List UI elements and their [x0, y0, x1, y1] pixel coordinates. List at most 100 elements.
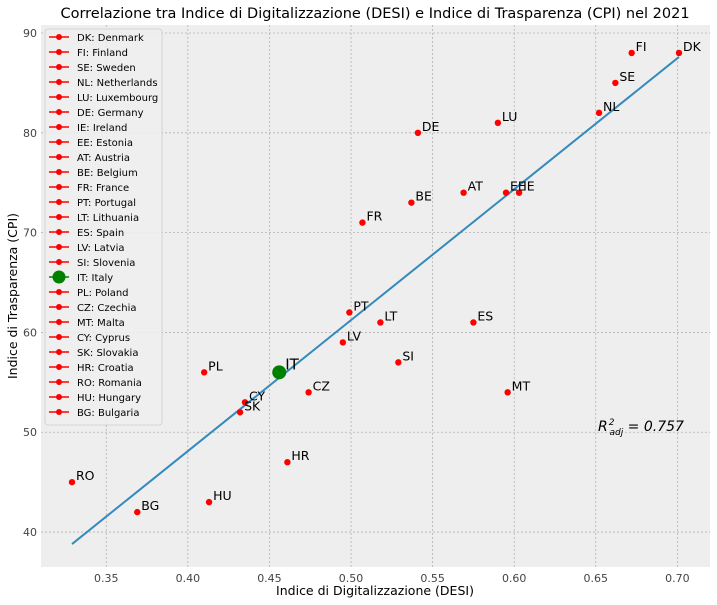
legend-marker: [56, 364, 62, 370]
point-label-ee: EE: [510, 179, 526, 194]
point-label-se: SE: [619, 69, 635, 84]
point-ee: [502, 189, 510, 196]
y-axis-label: Indice di Trasparenza (CPI): [5, 213, 20, 379]
legend-marker: [56, 94, 62, 100]
grid: [41, 25, 710, 567]
x-tick-label: 0.35: [94, 572, 119, 585]
point-mt: [504, 389, 511, 396]
legend-label: SE: Sweden: [77, 63, 136, 74]
point-label-pt: PT: [353, 298, 369, 313]
legend-marker: [56, 334, 62, 340]
legend-label: IE: Ireland: [77, 123, 127, 134]
point-label-at: AT: [468, 179, 484, 194]
regression-layer: [71, 56, 680, 545]
y-tick-label: 60: [23, 326, 37, 339]
legend-marker: [56, 349, 62, 355]
legend-label: DK: Denmark: [77, 33, 144, 44]
legend-label: ES: Spain: [77, 228, 124, 239]
legend-label: SK: Slovakia: [77, 348, 138, 359]
legend-marker: [56, 184, 62, 190]
x-tick-label: 0.50: [339, 572, 364, 585]
legend-label: LU: Luxembourg: [77, 93, 158, 104]
legend-marker: [56, 199, 62, 205]
point-de: [414, 129, 422, 137]
legend-marker: [56, 229, 62, 235]
point-label-cz: CZ: [313, 378, 330, 393]
legend-label: BG: Bulgaria: [77, 408, 139, 419]
legend-label: SI: Slovenia: [77, 258, 135, 269]
legend-label: PL: Poland: [77, 288, 129, 299]
point-sk: [236, 409, 244, 416]
point-es: [470, 319, 477, 326]
point-label-hr: HR: [291, 448, 309, 463]
point-label-fr: FR: [366, 209, 382, 224]
point-nl: [595, 109, 603, 117]
legend-label: DE: Germany: [77, 108, 144, 119]
x-axis-ticks: 0.35 0.40 0.45 0.50 0.55 0.60 0.65 0.70: [94, 572, 690, 585]
point-se: [612, 79, 619, 87]
point-label-it: IT: [285, 355, 299, 373]
point-label-fi: FI: [636, 39, 647, 54]
x-tick-label: 0.60: [502, 572, 527, 585]
legend-label: NL: Netherlands: [77, 78, 158, 89]
legend-marker: [56, 154, 62, 160]
legend-label: LV: Latvia: [77, 243, 125, 254]
legend-marker: [56, 49, 62, 55]
legend-marker: [56, 244, 62, 250]
point-ie: [515, 189, 523, 196]
y-tick-label: 80: [23, 127, 37, 140]
legend-box: [44, 28, 163, 426]
point-lt: [377, 319, 384, 326]
legend-label: FI: Finland: [77, 48, 128, 59]
r2-annotation: R2 adj = 0.757: [598, 418, 684, 438]
point-label-lt: LT: [384, 308, 397, 323]
legend-marker: [56, 319, 62, 325]
point-pt: [346, 309, 353, 316]
legend-label: AT: Austria: [77, 153, 130, 164]
legend-label: RO: Romania: [77, 378, 142, 389]
legend-marker: [56, 214, 62, 220]
legend-label: LT: Lithuania: [77, 213, 139, 224]
legend-marker: [56, 169, 62, 175]
point-label-es: ES: [477, 308, 493, 323]
y-tick-label: 90: [23, 27, 37, 40]
legend: DK: Denmark FI: Finland SE: Sweden NL: Neth…: [44, 28, 163, 426]
point-label-dk: DK: [683, 39, 702, 54]
legend-marker: [56, 34, 62, 40]
y-tick-label: 50: [23, 426, 37, 439]
point-label-lu: LU: [502, 109, 518, 124]
point-dk: [675, 49, 683, 57]
legend-marker: [56, 79, 62, 85]
point-label-lv: LV: [347, 328, 362, 343]
x-tick-label: 0.45: [257, 572, 282, 585]
point-label-ie: IE: [523, 179, 535, 194]
legend-marker: [56, 409, 62, 415]
legend-label: IT: Italy: [77, 273, 113, 284]
point-label-pl: PL: [208, 358, 223, 373]
point-pl: [200, 369, 208, 376]
point-be: [408, 199, 415, 206]
legend-label: HU: Hungary: [77, 393, 141, 404]
y-axis-ticks: 40 50 60 70 80 90: [23, 27, 37, 539]
x-tick-label: 0.65: [584, 572, 609, 585]
point-it: [272, 365, 287, 380]
legend-marker: [56, 64, 62, 70]
legend-marker: [56, 289, 62, 295]
point-label-cy: CY: [249, 388, 266, 403]
legend-label: BE: Belgium: [77, 168, 138, 179]
point-label-si: SI: [402, 348, 414, 363]
point-hu: [205, 498, 213, 506]
legend-label: PT: Portugal: [77, 198, 136, 209]
point-label-mt: MT: [512, 378, 531, 393]
point-cy: [241, 399, 249, 406]
point-si: [395, 359, 402, 366]
y-tick-label: 40: [23, 526, 37, 539]
x-tick-label: 0.40: [176, 572, 201, 585]
legend-label: EE: Estonia: [77, 138, 133, 149]
legend-marker: [56, 379, 62, 385]
x-tick-label: 0.55: [420, 572, 445, 585]
legend-marker: [56, 124, 62, 130]
legend-label: MT: Malta: [77, 318, 125, 329]
